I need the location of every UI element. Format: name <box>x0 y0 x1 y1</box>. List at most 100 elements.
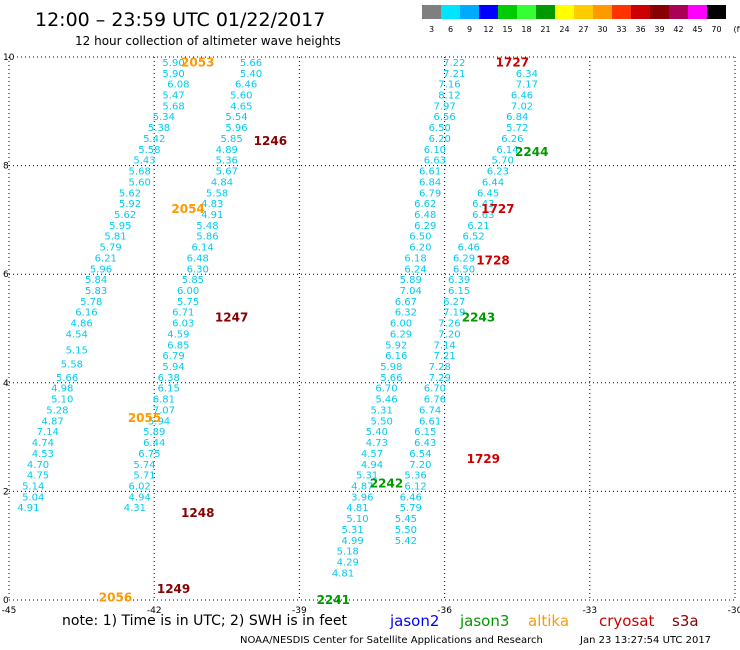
wave-height-value: 7.16 <box>438 80 460 91</box>
scale-swatch <box>517 5 536 19</box>
wave-height-value: 6.67 <box>395 297 417 308</box>
wave-height-value: 6.00 <box>390 319 412 330</box>
legend-jason3: jason3 <box>459 612 509 630</box>
pass-number: 1249 <box>157 582 190 596</box>
wave-height-value: 5.85 <box>221 134 243 145</box>
wave-height-value: 6.12 <box>404 481 426 492</box>
wave-height-value: 4.83 <box>201 199 223 210</box>
wave-height-value: 5.48 <box>196 221 218 232</box>
wave-height-value: 4.86 <box>70 319 92 330</box>
scale-swatch <box>707 5 726 19</box>
wave-height-value: 6.44 <box>143 438 165 449</box>
chart-title: 12:00 – 23:59 UTC 01/22/2017 <box>35 9 325 31</box>
y-tick-label: 6 <box>3 270 9 280</box>
wave-height-value: 6.79 <box>162 351 184 362</box>
wave-height-value: 4.29 <box>337 557 359 568</box>
wave-height-value: 6.79 <box>419 188 441 199</box>
wave-height-value: 4.87 <box>351 481 373 492</box>
wave-height-value: 4.94 <box>361 460 383 471</box>
wave-height-value: 6.16 <box>75 308 97 319</box>
wave-height-value: 5.38 <box>148 123 170 134</box>
wave-height-value: 5.68 <box>129 167 151 178</box>
wave-height-value: 4.53 <box>32 449 54 460</box>
wave-height-value: 5.66 <box>380 373 402 384</box>
wave-height-value: 5.04 <box>22 492 44 503</box>
wave-height-value: 5.58 <box>138 145 160 156</box>
wave-height-value: 5.90 <box>162 58 184 69</box>
scale-label: 3 <box>429 25 434 34</box>
wave-height-value: 6.50 <box>453 264 475 275</box>
wave-height-value: 6.48 <box>187 253 209 264</box>
wave-height-value: 7.29 <box>429 373 451 384</box>
wave-height-value: 6.32 <box>395 308 417 319</box>
y-tick-label: 4 <box>3 379 9 389</box>
wave-height-value: 5.18 <box>337 547 359 558</box>
scale-label: 39 <box>654 25 664 34</box>
scale-swatch <box>612 5 631 19</box>
pass-number: 1248 <box>181 506 214 520</box>
pass-number: 2054 <box>171 202 204 216</box>
wave-height-value: 7.04 <box>400 286 422 297</box>
wave-height-value: 5.66 <box>240 58 262 69</box>
scale-swatch <box>460 5 479 19</box>
pass-number: 1727 <box>496 55 529 69</box>
scale-swatch <box>669 5 688 19</box>
pass-number: 2244 <box>515 145 548 159</box>
scale-label: (ft) <box>733 25 740 34</box>
wave-height-value: 5.72 <box>506 123 528 134</box>
pass-number: 1246 <box>254 134 287 148</box>
wave-height-value: 6.29 <box>453 253 475 264</box>
wave-height-value: 5.58 <box>61 359 83 370</box>
wave-height-value: 6.02 <box>129 481 151 492</box>
wave-height-value: 6.81 <box>153 395 175 406</box>
wave-height-value: 6.61 <box>419 167 441 178</box>
wave-height-value: 5.71 <box>133 471 155 482</box>
wave-height-value: 6.61 <box>419 416 441 427</box>
wave-height-value: 5.45 <box>395 514 417 525</box>
wave-height-value: 5.83 <box>85 286 107 297</box>
legend-s3a: s3a <box>672 612 699 630</box>
scale-label: 45 <box>692 25 702 34</box>
wave-height-value: 4.87 <box>41 416 63 427</box>
y-tick-label: 0 <box>3 596 9 606</box>
wave-height-value: 6.84 <box>506 112 528 123</box>
wave-height-value: 4.73 <box>366 438 388 449</box>
wave-height-value: 4.91 <box>17 503 39 514</box>
wave-height-value: 4.54 <box>66 329 88 340</box>
wave-height-value: 6.39 <box>448 275 470 286</box>
x-tick-label: -45 <box>2 606 17 616</box>
wave-height-value: 6.45 <box>477 188 499 199</box>
satellite-legend: jason2 jason3 altika cryosat s3a <box>389 612 699 630</box>
wave-height-value: 7.21 <box>433 351 455 362</box>
wave-height-value: 6.70 <box>375 384 397 395</box>
wave-height-value: 6.20 <box>409 243 431 254</box>
wave-height-value: 6.46 <box>458 243 480 254</box>
wave-height-value: 6.03 <box>172 319 194 330</box>
scale-label: 12 <box>483 25 493 34</box>
wave-height-values: 5.905.906.085.475.685.345.385.425.585.43… <box>17 58 538 579</box>
footer-timestamp: Jan 23 13:27:54 UTC 2017 <box>579 635 711 646</box>
scale-swatch <box>422 5 441 19</box>
wave-height-value: 6.85 <box>167 340 189 351</box>
wave-height-value: 7.19 <box>443 308 465 319</box>
wave-height-value: 5.60 <box>230 91 252 102</box>
wave-height-value: 6.27 <box>443 297 465 308</box>
wave-height-value: 5.46 <box>375 395 397 406</box>
wave-height-value: 5.89 <box>143 427 165 438</box>
wave-height-value: 7.28 <box>429 362 451 373</box>
wave-height-value: 4.57 <box>361 449 383 460</box>
scale-swatch <box>688 5 707 19</box>
x-tick-label: -30 <box>728 606 740 616</box>
wave-height-value: 6.21 <box>95 253 117 264</box>
footer-credit: NOAA/NESDIS Center for Satellite Applica… <box>240 635 543 646</box>
wave-height-value: 5.42 <box>395 536 417 547</box>
pass-number: 2053 <box>181 55 214 69</box>
scale-label: 33 <box>616 25 626 34</box>
scale-label: 18 <box>521 25 531 34</box>
scale-label: 15 <box>502 25 512 34</box>
wave-height-value: 6.62 <box>414 199 436 210</box>
wave-height-value: 5.34 <box>153 112 175 123</box>
pass-number: 2055 <box>128 411 161 425</box>
wave-height-value: 5.92 <box>119 199 141 210</box>
scale-label: 70 <box>711 25 721 34</box>
